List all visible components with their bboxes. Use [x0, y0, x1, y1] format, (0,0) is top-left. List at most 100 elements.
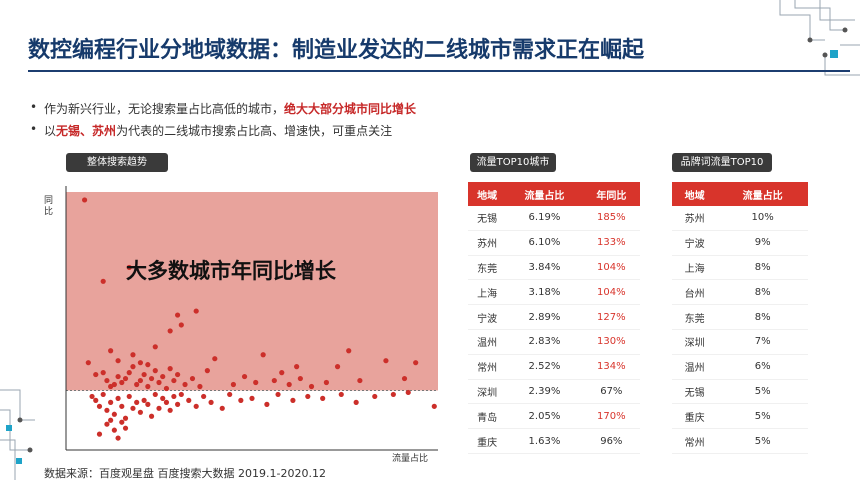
- table1-cell-share: 6.19%: [506, 206, 583, 231]
- table1-cell-city: 青岛: [468, 403, 507, 430]
- scatter-point: [334, 364, 341, 370]
- scatter-point: [156, 379, 162, 386]
- chart-section-label: 整体搜索趋势: [66, 153, 168, 172]
- table1-cell-city: 宁波: [468, 304, 507, 330]
- table1-cell-yoy: 96%: [582, 428, 640, 454]
- scatter-point: [178, 322, 184, 328]
- scatter-point: [122, 415, 129, 421]
- scatter-point: [122, 425, 129, 431]
- scatter-point: [130, 405, 136, 411]
- scatter-point: [126, 393, 132, 400]
- scatter-point: [141, 397, 147, 403]
- table1-cell-share: 2.89%: [506, 304, 583, 330]
- scatter-point: [119, 419, 125, 425]
- scatter-point: [119, 379, 125, 386]
- table-row: 宁波 9%: [672, 230, 808, 256]
- scatter-point: [290, 397, 296, 403]
- scatter-point: [308, 383, 315, 390]
- scatter-point: [152, 391, 158, 398]
- bullet-1: • 作为新兴行业，无论搜索量占比高低的城市，绝大大部分城市同比增长: [30, 100, 417, 117]
- table1-cell-share: 2.39%: [506, 379, 583, 405]
- table1-cell-city: 上海: [468, 279, 507, 306]
- table2-cell-share: 8%: [717, 255, 808, 281]
- scatter-point: [201, 393, 207, 400]
- table1-cell-city: 苏州: [468, 230, 507, 256]
- bullet-2-city-wuxi: 无锡: [56, 124, 81, 138]
- table2-cell-city: 苏州: [672, 206, 718, 231]
- scatter-point: [108, 399, 114, 405]
- table1-cell-yoy: 170%: [582, 403, 640, 430]
- scatter-point: [130, 352, 136, 358]
- scatter-point: [126, 264, 132, 271]
- table-row: 深圳 7%: [672, 329, 808, 355]
- data-source: 数据来源：百度观星盘 百度搜索大数据 2019.1-2020.12: [44, 467, 326, 480]
- table1-cell-yoy: 133%: [582, 230, 640, 256]
- scatter-point: [227, 391, 233, 398]
- title-underline: [28, 70, 850, 72]
- scatter-point: [401, 375, 408, 382]
- table1-cell-city: 东莞: [468, 255, 507, 281]
- scatter-point: [182, 381, 188, 388]
- scatter-point: [93, 397, 99, 403]
- bullet-2-text-a: 以: [44, 124, 57, 138]
- bullet-1-highlight: 绝大大部分城市同比增长: [284, 102, 417, 116]
- scatter-point: [175, 401, 181, 407]
- scatter-point: [82, 197, 88, 203]
- table2-cell-share: 6%: [717, 354, 808, 380]
- table1-cell-yoy: 134%: [582, 354, 640, 380]
- scatter-point: [85, 360, 91, 366]
- scatter-point: [163, 385, 170, 392]
- table-row: 重庆 1.63% 96%: [468, 428, 640, 454]
- table1-cell-share: 2.83%: [506, 329, 583, 355]
- scatter-point: [104, 377, 110, 384]
- table-row: 常州 2.52% 134%: [468, 354, 640, 380]
- scatter-point: [353, 399, 359, 405]
- table-row: 上海 8%: [672, 255, 808, 281]
- top10-city-table: 地域 流量占比 年同比 无锡 6.19% 185% 苏州 6.10% 133% 东莞 3.84…: [468, 182, 640, 454]
- scatter-point: [108, 348, 114, 354]
- table-row: 东莞 3.84% 104%: [468, 255, 640, 281]
- table1-cell-city: 无锡: [468, 206, 507, 231]
- table1-cell-yoy: 67%: [582, 379, 640, 405]
- scatter-chart: 大多数城市年同比增长: [65, 186, 438, 451]
- table-row: 苏州 6.10% 133%: [468, 230, 640, 256]
- table2-cell-share: 10%: [717, 206, 808, 231]
- scatter-point: [130, 364, 136, 370]
- circuit-decoration-bottom-left: [0, 389, 35, 480]
- table1-cell-city: 常州: [468, 354, 507, 380]
- scatter-point: [111, 427, 117, 433]
- table-row: 台州 8%: [672, 279, 808, 306]
- scatter-point: [111, 381, 117, 388]
- table-row: 无锡 6.19% 185%: [468, 206, 640, 231]
- scatter-point: [297, 375, 303, 382]
- scatter-point: [167, 328, 173, 334]
- table2-cell-city: 上海: [672, 255, 718, 281]
- scatter-point: [230, 381, 236, 388]
- scatter-point: [141, 371, 147, 378]
- scatter-point: [115, 358, 121, 364]
- scatter-point: [249, 395, 255, 401]
- table1-cell-share: 3.84%: [506, 255, 583, 281]
- scatter-point: [167, 407, 173, 413]
- table1-label: 流量TOP10城市: [470, 153, 556, 172]
- table2-cell-city: 温州: [672, 354, 718, 380]
- scatter-point: [193, 403, 199, 409]
- table-row: 苏州 10%: [672, 206, 808, 231]
- scatter-point: [294, 364, 300, 370]
- scatter-point: [431, 403, 437, 409]
- table2-cell-city: 宁波: [672, 230, 718, 256]
- brand-top10-table: 地域 流量占比 苏州 10% 宁波 9% 上海 8% 台州 8% 东莞 8% 深圳 7% 温州 6% 无锡 5…: [672, 182, 808, 454]
- scatter-point: [241, 373, 248, 380]
- table-row: 上海 3.18% 104%: [468, 279, 640, 306]
- scatter-point: [175, 371, 181, 378]
- table2-cell-city: 东莞: [672, 304, 718, 330]
- scatter-point: [253, 379, 259, 386]
- table2-header-share: 流量占比: [717, 182, 808, 206]
- table2-cell-share: 5%: [717, 428, 808, 454]
- scatter-point: [286, 381, 292, 388]
- scatter-point: [126, 370, 132, 376]
- circuit-decoration-top-right: [779, 0, 860, 76]
- table1-cell-share: 3.18%: [506, 279, 583, 306]
- scatter-point: [134, 381, 140, 388]
- table-row: 温州 6%: [672, 354, 808, 380]
